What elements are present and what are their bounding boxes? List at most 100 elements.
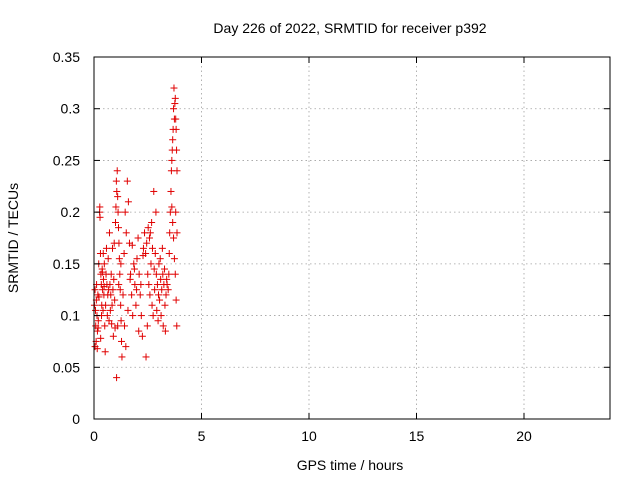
data-point [101,348,109,356]
data-point [165,250,173,258]
data-point [152,208,160,216]
data-point [170,255,178,263]
data-point [119,291,127,299]
data-point [111,296,119,304]
data-point [173,322,181,330]
data-point [161,327,169,335]
data-point [114,208,122,216]
data-point [145,234,153,242]
data-point [159,322,167,330]
data-point [148,218,156,226]
data-point [144,270,152,278]
y-tick-label: 0 [72,411,80,427]
data-point [171,94,179,102]
data-point [115,255,123,263]
data-point [168,156,176,164]
data-point [142,250,150,258]
y-axis-label: SRMTID / TECUs [5,183,21,293]
data-point [146,291,154,299]
data-point [114,322,122,330]
data-point [117,260,125,268]
y-tick-label: 0.3 [61,101,81,117]
data-point [156,296,164,304]
data-point [145,281,153,289]
data-point [131,281,139,289]
data-point [133,255,141,263]
data-point [133,286,141,294]
data-point [156,255,164,263]
y-tick-label: 0.05 [53,359,80,375]
data-point [124,198,132,206]
data-point [134,234,142,242]
data-point [154,317,162,325]
data-point [137,312,145,320]
data-point [173,167,181,175]
data-point [151,286,159,294]
data-point [158,244,166,252]
data-point [142,353,150,361]
x-axis-label: GPS time / hours [297,457,404,473]
data-point [148,244,156,252]
data-point [109,286,117,294]
data-point [163,281,171,289]
data-point [107,270,115,278]
data-point [117,317,125,325]
data-point [108,301,116,309]
data-point [139,244,147,252]
data-point [143,322,151,330]
data-point [102,301,110,309]
data-point [109,332,117,340]
data-point [104,255,112,263]
data-point [91,286,99,294]
data-point [173,146,181,154]
data-point [99,275,107,283]
y-tick-label: 0.15 [53,256,80,272]
data-point [161,265,169,273]
data-point [159,270,167,278]
data-point [98,268,106,276]
x-tick-label: 5 [198,428,206,444]
data-point [106,306,114,314]
data-point [105,229,113,237]
data-point [99,286,107,294]
data-point [172,296,180,304]
data-point [122,229,130,237]
data-point [117,301,125,309]
data-point [99,250,107,258]
data-point [168,203,176,211]
data-point [153,306,161,314]
data-point [130,260,138,268]
data-point [135,327,143,335]
data-point [115,239,123,247]
data-point [108,244,116,252]
data-point [147,260,155,268]
x-tick-label: 20 [516,428,532,444]
data-point [136,291,144,299]
data-point [121,208,129,216]
data-point [93,327,101,335]
data-point [112,218,119,226]
data-point [112,177,120,185]
data-point [135,270,143,278]
y-tick-label: 0.35 [53,49,80,65]
data-point [143,239,151,247]
data-point [128,241,136,249]
data-point [151,250,159,258]
data-point [107,291,115,299]
data-point [173,229,181,237]
data-point [103,312,111,320]
data-point [172,115,180,123]
data-point [161,301,169,309]
data-point [172,125,180,133]
data-point [144,224,152,232]
data-point [92,306,100,314]
data-point [123,177,131,185]
data-point [162,291,170,299]
data-point [165,270,173,278]
data-point [169,136,177,144]
data-point [116,286,124,294]
axis-ticks: 0 5 10 15 20 0 0.05 0.1 0.15 0.2 0.25 0.3 0.35 [53,49,610,444]
data-point [121,322,129,330]
data-point [94,317,102,325]
